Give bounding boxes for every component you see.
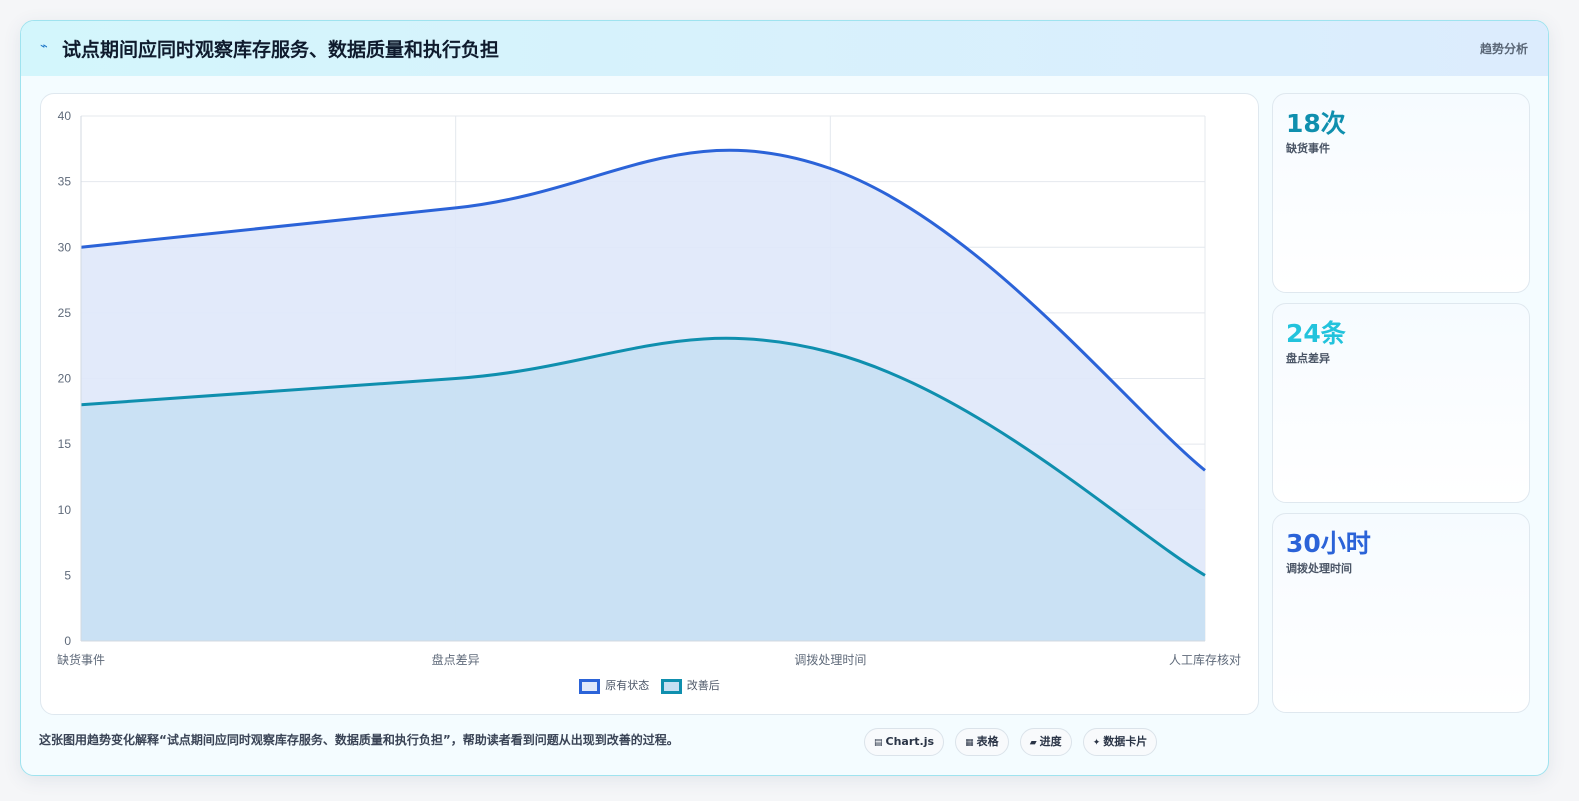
chart-icon: ▤ bbox=[874, 738, 883, 748]
tech-chips: ▤ Chart.js ▦ 表格 ▰ 进度 ✦ 数据卡片 bbox=[864, 728, 1163, 756]
y-tick-label: 0 bbox=[64, 634, 71, 648]
chip-data-cards[interactable]: ✦ 数据卡片 bbox=[1082, 728, 1158, 756]
chip-label: 进度 bbox=[1039, 735, 1062, 748]
kpi-label: 盘点差异 bbox=[1286, 352, 1330, 365]
legend-label-original: 原有状态 bbox=[605, 679, 650, 692]
chip-table[interactable]: ▦ 表格 bbox=[955, 728, 1009, 756]
table-icon: ▦ bbox=[965, 738, 974, 748]
chip-label: 表格 bbox=[976, 735, 999, 748]
chip-label: 数据卡片 bbox=[1103, 735, 1148, 748]
legend-swatch-original bbox=[579, 678, 601, 694]
series-line-2 bbox=[80, 336, 1206, 577]
chart-panel: 0 5 10 15 20 25 30 35 40 缺货事件 盘点差异 调拨处理时间 人工库存核对 原有状… bbox=[40, 93, 1259, 715]
area-chart: 0 5 10 15 20 25 30 35 40 缺货事件 盘点差异 调拨处理时间 人工库存核对 bbox=[57, 109, 1241, 667]
y-tick-label: 30 bbox=[58, 240, 72, 254]
x-tick-label: 调拨处理时间 bbox=[794, 653, 866, 667]
x-tick-label: 人工库存核对 bbox=[1169, 652, 1241, 667]
x-tick-label: 盘点差异 bbox=[432, 652, 480, 667]
kpi-value: 24条 bbox=[1286, 319, 1346, 348]
series-area-2 bbox=[81, 338, 1205, 641]
y-tick-label: 40 bbox=[58, 109, 72, 123]
chip-chartjs[interactable]: ▤ Chart.js bbox=[864, 728, 945, 756]
legend-item-original[interactable]: 原有状态 bbox=[579, 677, 649, 694]
kpi-card-transfer-time: 30小时 调拨处理时间 bbox=[1272, 513, 1530, 713]
sparkle-icon: ✦ bbox=[1092, 738, 1101, 748]
legend-label-improved: 改善后 bbox=[686, 679, 720, 692]
chip-label: Chart.js bbox=[885, 735, 935, 748]
legend-swatch-improved bbox=[660, 678, 682, 694]
kpi-card-stockout: 18次 缺货事件 bbox=[1272, 93, 1530, 293]
y-tick-label: 25 bbox=[58, 306, 72, 320]
legend-item-improved[interactable]: 改善后 bbox=[660, 677, 720, 694]
kpi-card-inventory-diff: 24条 盘点差异 bbox=[1272, 303, 1530, 503]
trend-line-icon: ⌁ bbox=[40, 39, 48, 54]
progress-icon: ▰ bbox=[1029, 738, 1037, 748]
y-tick-label: 10 bbox=[58, 503, 72, 517]
card-title: 试点期间应同时观察库存服务、数据质量和执行负担 bbox=[62, 39, 500, 61]
y-tick-label: 35 bbox=[58, 175, 72, 189]
y-tick-label: 20 bbox=[58, 372, 72, 386]
x-tick-label: 缺货事件 bbox=[57, 652, 105, 667]
chart-caption: 这张图用趋势变化解释“试点期间应同时观察库存服务、数据质量和执行负担”，帮助读者… bbox=[39, 733, 679, 747]
kpi-label: 缺货事件 bbox=[1286, 142, 1330, 155]
card-header: ⌁ 试点期间应同时观察库存服务、数据质量和执行负担 趋势分析 bbox=[21, 21, 1548, 76]
y-tick-label: 5 bbox=[64, 568, 71, 582]
trend-card: ⌁ 试点期间应同时观察库存服务、数据质量和执行负担 趋势分析 0 5 10 15 20 2… bbox=[20, 20, 1549, 776]
section-tag: 趋势分析 bbox=[1479, 42, 1528, 56]
y-tick-label: 15 bbox=[58, 437, 72, 451]
kpi-value: 18次 bbox=[1286, 109, 1346, 138]
kpi-label: 调拨处理时间 bbox=[1286, 562, 1352, 575]
chart-legend: 原有状态 改善后 bbox=[41, 677, 1258, 694]
kpi-value: 30小时 bbox=[1286, 529, 1371, 558]
series-line-1 bbox=[80, 148, 1206, 472]
chip-progress[interactable]: ▰ 进度 bbox=[1019, 728, 1072, 756]
